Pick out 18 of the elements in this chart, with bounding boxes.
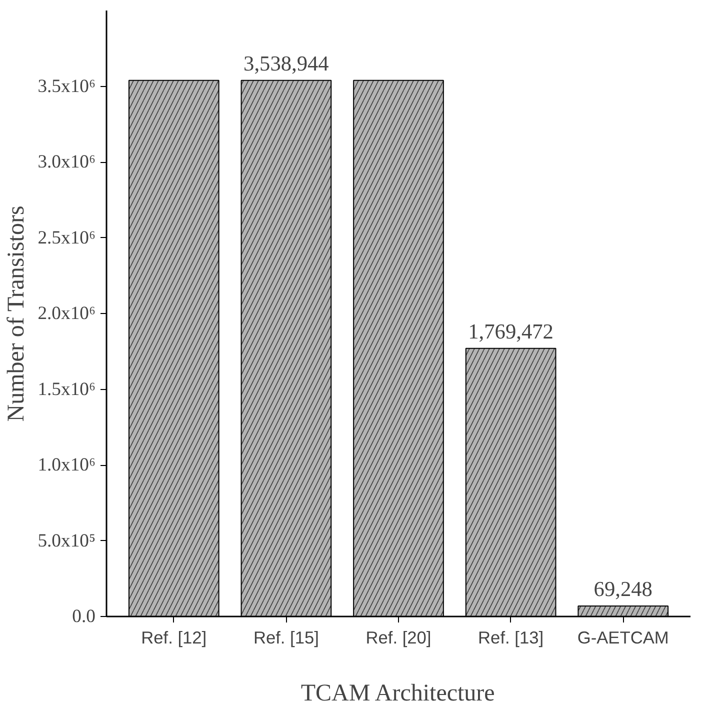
x-tick-label: Ref. [12] (141, 628, 207, 648)
x-tick-label: Ref. [20] (366, 628, 432, 648)
x-tick-label: Ref. [15] (253, 628, 319, 648)
x-tick-label: G-AETCAM (577, 628, 669, 648)
data-label: 1,769,472 (468, 319, 554, 344)
y-tick-label: 0.0 (72, 606, 96, 627)
y-tick-label: 3.0x10⁶ (38, 152, 96, 172)
y-axis-title: Number of Transistors (4, 206, 30, 422)
y-tick-label: 2.5x10⁶ (38, 227, 96, 248)
data-label: 3,538,944 (244, 51, 330, 76)
y-tick-label: 5.0x10⁵ (38, 530, 96, 552)
y-tick-label: 1.0x10⁶ (38, 454, 96, 476)
y-tick-label: 3.5x10⁶ (38, 76, 96, 97)
y-tick-label: 1.5x10⁶ (38, 378, 96, 400)
data-label: 69,248 (594, 577, 652, 602)
y-tick-label: 2.0x10⁶ (38, 303, 96, 324)
x-tick-label: Ref. [13] (478, 628, 544, 648)
x-axis-title: TCAM Architecture (300, 680, 495, 706)
